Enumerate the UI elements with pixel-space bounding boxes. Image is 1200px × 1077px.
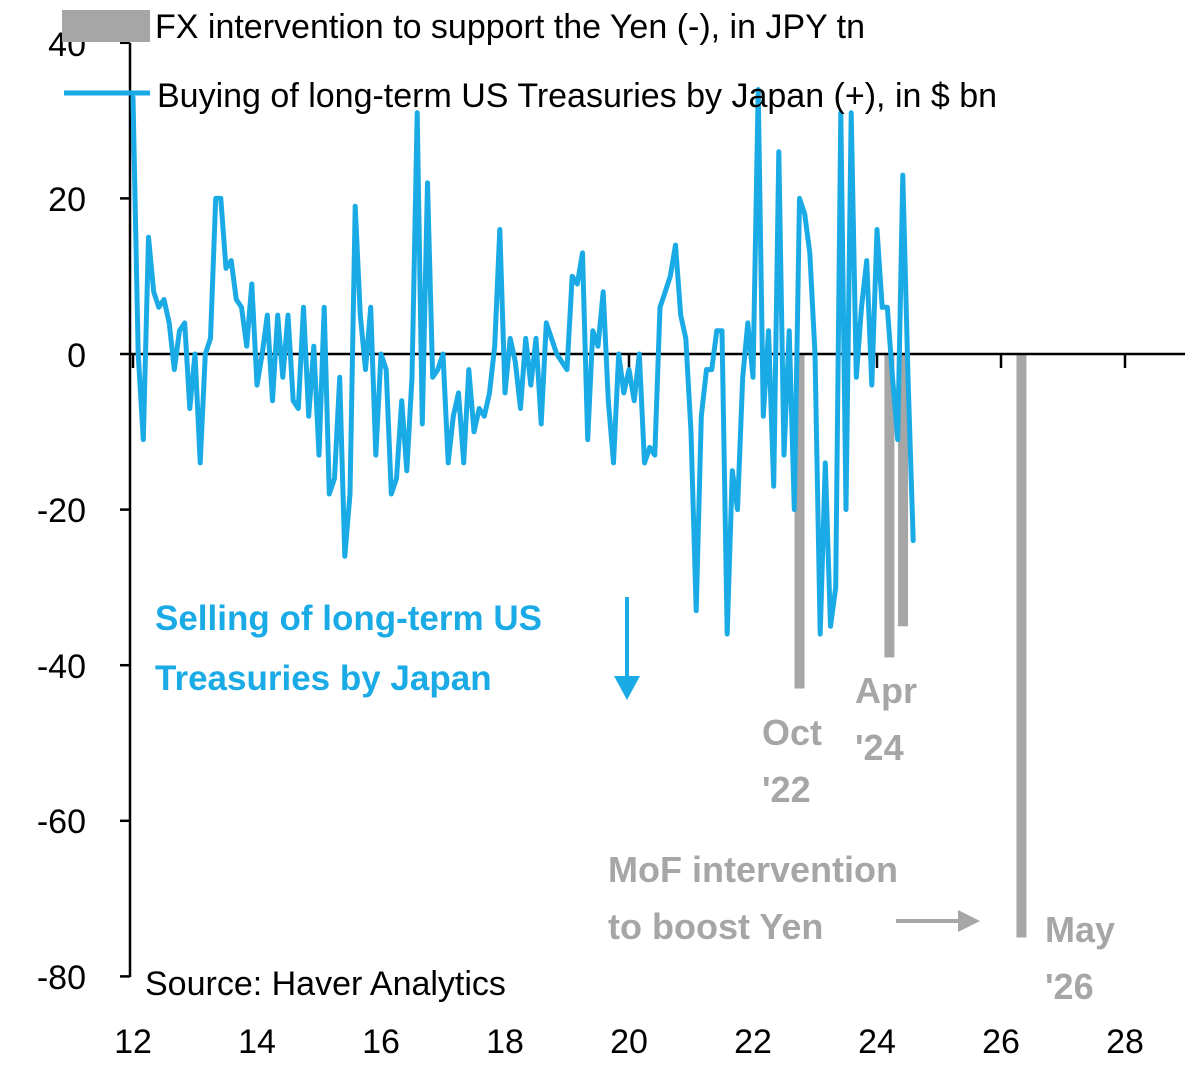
x-tick-label: 18 — [486, 1023, 524, 1061]
intervention-bar — [884, 354, 895, 658]
oct22-label-line-1: Oct — [762, 712, 822, 753]
x-tick-label: 22 — [734, 1023, 772, 1061]
x-tick-labels: 12 14 16 18 20 22 24 26 28 — [114, 1023, 1144, 1061]
legend-swatch-fx-intervention — [62, 10, 150, 42]
apr24-label-line-1: Apr — [855, 670, 917, 711]
intervention-bars — [794, 354, 1027, 938]
selling-annotation-line-2: Treasuries by Japan — [155, 659, 492, 698]
down-arrow-head-icon — [614, 676, 640, 700]
apr24-label-line-2: '24 — [855, 727, 904, 768]
y-tick-label: -60 — [37, 803, 86, 841]
x-tick-label: 20 — [610, 1023, 648, 1061]
source-note: Source: Haver Analytics — [145, 965, 506, 1003]
x-tick-label: 24 — [858, 1023, 896, 1061]
oct22-label-line-2: '22 — [762, 769, 811, 810]
intervention-annotations: Oct '22 Apr '24 MoF intervention to boos… — [608, 670, 1115, 1007]
mof-label-line-2: to boost Yen — [608, 906, 823, 947]
y-tick-label: -20 — [37, 492, 86, 530]
mof-label-line-1: MoF intervention — [608, 849, 898, 890]
legend: FX intervention to support the Yen (-), … — [62, 8, 997, 115]
intervention-bar — [898, 354, 909, 627]
legend-label-treasury-buying: Buying of long-term US Treasuries by Jap… — [157, 77, 997, 115]
selling-annotation: Selling of long-term US Treasuries by Ja… — [155, 597, 640, 700]
y-tick-label: -40 — [37, 648, 86, 686]
may26-label-line-1: May — [1045, 909, 1115, 950]
y-tick-label: 0 — [67, 337, 86, 375]
x-tick-label: 26 — [982, 1023, 1020, 1061]
x-tick-label: 14 — [238, 1023, 276, 1061]
treasury-buying-line — [130, 87, 916, 637]
intervention-bar — [794, 354, 805, 689]
legend-label-fx-intervention: FX intervention to support the Yen (-), … — [155, 8, 865, 46]
may26-label-line-2: '26 — [1045, 966, 1094, 1007]
x-tick-label: 12 — [114, 1023, 152, 1061]
selling-annotation-line-1: Selling of long-term US — [155, 599, 542, 638]
y-tick-label: -80 — [37, 959, 86, 997]
y-tick-labels: 40 20 0 -20 -40 -60 -80 — [37, 26, 86, 997]
y-tick-label: 20 — [48, 181, 86, 219]
x-tick-label: 28 — [1106, 1023, 1144, 1061]
intervention-bar — [1016, 354, 1027, 938]
x-tick-label: 16 — [362, 1023, 400, 1061]
right-arrow-head-icon — [958, 910, 980, 932]
